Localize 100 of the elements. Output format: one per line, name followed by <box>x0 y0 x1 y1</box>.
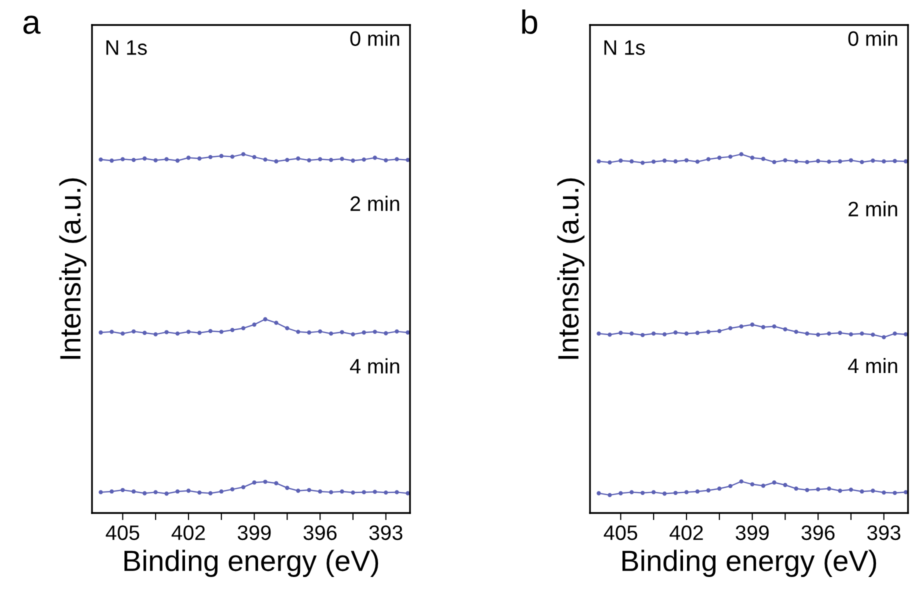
point <box>318 329 322 334</box>
point <box>750 482 754 486</box>
point <box>154 158 158 162</box>
x-tick-label: 399 <box>238 525 271 540</box>
point <box>706 330 711 334</box>
point <box>372 490 377 494</box>
point <box>394 490 399 494</box>
x-tick-label: 405 <box>106 525 140 540</box>
point <box>826 160 832 164</box>
point <box>219 489 224 494</box>
point <box>608 332 612 337</box>
point <box>904 332 908 336</box>
point <box>673 330 678 335</box>
point <box>608 492 612 498</box>
point <box>340 156 344 161</box>
point <box>860 489 864 494</box>
point <box>142 330 147 335</box>
point <box>274 481 278 486</box>
point <box>362 157 366 162</box>
point <box>154 490 158 494</box>
point <box>892 332 897 336</box>
y-axis-title: Intensity (a.u.) <box>59 178 86 359</box>
point <box>761 325 766 330</box>
point <box>684 158 689 162</box>
annotation: 4 min <box>848 358 898 374</box>
point <box>717 486 722 491</box>
point <box>826 486 832 491</box>
point <box>673 490 678 495</box>
point <box>630 332 634 336</box>
point <box>848 332 854 336</box>
point <box>164 492 169 496</box>
point <box>739 152 744 156</box>
point <box>132 329 136 334</box>
point <box>892 158 897 164</box>
point <box>728 154 732 159</box>
point <box>307 158 312 162</box>
point <box>263 157 268 162</box>
point <box>816 158 820 164</box>
x-axis-title: Binding energy (eV) <box>124 550 378 577</box>
point <box>826 332 832 336</box>
point <box>640 332 645 338</box>
point <box>739 479 744 484</box>
x-tick-label: 399 <box>736 525 769 540</box>
point <box>772 480 776 485</box>
point <box>596 332 601 336</box>
point <box>783 327 788 332</box>
y-axis-title: Intensity (a.u.) <box>557 178 584 359</box>
chart-title: b <box>522 9 538 34</box>
point <box>384 490 388 495</box>
point <box>805 488 810 492</box>
point <box>662 158 667 163</box>
x-axis-title: Binding energy (eV) <box>622 550 876 577</box>
point <box>406 491 410 496</box>
point <box>783 158 788 162</box>
point <box>110 330 114 334</box>
point <box>274 159 278 164</box>
point <box>892 490 897 495</box>
point <box>652 160 656 164</box>
point <box>406 158 410 162</box>
point <box>350 490 356 495</box>
x-tick-label: 396 <box>802 525 835 540</box>
point <box>761 156 766 161</box>
point <box>394 329 399 334</box>
point <box>805 332 810 336</box>
point <box>618 491 623 496</box>
annotation: 4 min <box>350 358 400 374</box>
point <box>307 330 312 335</box>
point <box>186 156 191 160</box>
chart-title: a <box>23 16 41 34</box>
point <box>252 154 256 160</box>
point <box>110 489 114 494</box>
point <box>662 332 667 336</box>
point <box>406 330 410 335</box>
point <box>870 488 875 493</box>
point <box>296 156 300 161</box>
text: 0 min <box>848 30 898 46</box>
point <box>717 156 722 160</box>
point <box>608 160 612 165</box>
point <box>285 486 290 490</box>
point <box>673 159 678 164</box>
point <box>805 160 810 164</box>
point <box>794 159 798 164</box>
point <box>870 332 875 337</box>
point <box>263 317 268 322</box>
point <box>838 330 842 335</box>
point <box>219 330 224 334</box>
point <box>870 158 875 163</box>
point <box>684 490 689 494</box>
text: 0 min <box>350 30 400 46</box>
point <box>350 158 356 163</box>
point <box>717 328 722 334</box>
point <box>120 157 125 162</box>
point <box>132 158 136 162</box>
point <box>230 154 234 159</box>
point <box>285 158 290 162</box>
annotation: 2 min <box>848 201 898 216</box>
x-tick-label: 393 <box>867 525 900 540</box>
point <box>175 332 180 336</box>
point <box>307 488 312 492</box>
point <box>652 332 656 336</box>
